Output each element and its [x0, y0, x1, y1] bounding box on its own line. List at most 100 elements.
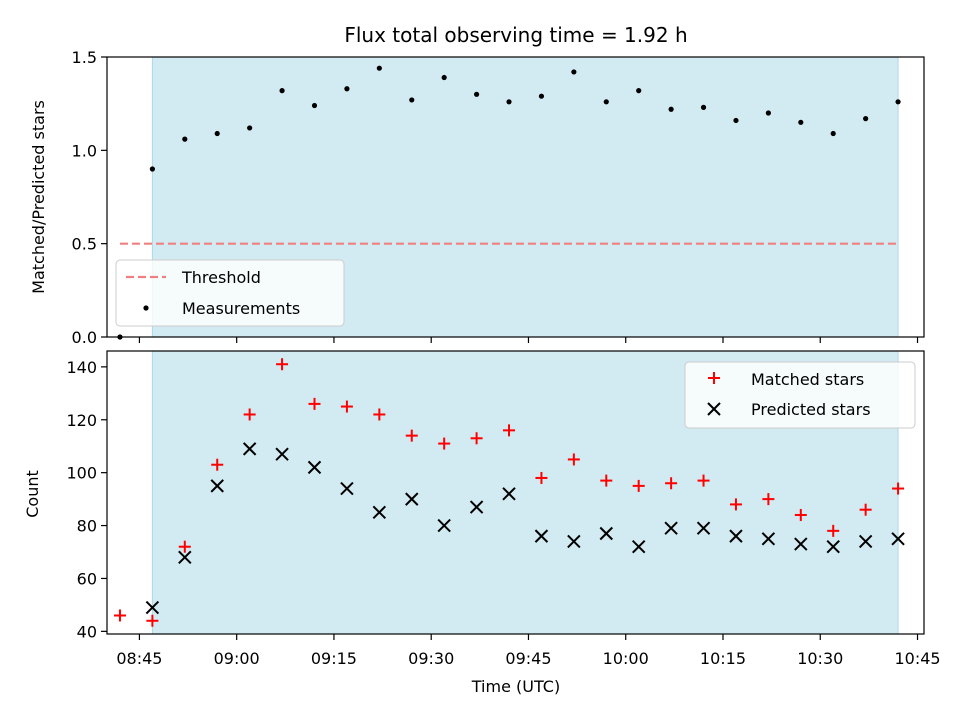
matched-star-point	[762, 493, 775, 506]
matched-star-point	[827, 524, 840, 537]
matched-star-point	[535, 471, 548, 484]
legend-measurements-swatch	[143, 305, 149, 311]
bottom-y-tick-label: 100	[66, 464, 97, 483]
measurement-point	[636, 88, 642, 94]
predicted-star-point	[534, 529, 549, 543]
matched-star-point	[892, 482, 905, 495]
top-y-tick-label: 0.5	[72, 235, 97, 254]
top-y-axis-label: Matched/Predicted stars	[29, 100, 48, 294]
matched-star-point	[438, 437, 451, 450]
predicted-star-point	[567, 534, 581, 549]
legend-measurements-label: Measurements	[182, 299, 300, 318]
matched-star-point	[113, 609, 126, 622]
predicted-star-point	[631, 540, 646, 554]
matched-star-point	[503, 424, 516, 437]
measurement-point	[733, 117, 739, 124]
measurement-point	[603, 99, 609, 105]
predicted-star-point	[437, 518, 451, 533]
x-tick-label: 08:45	[116, 649, 162, 668]
predicted-star-point	[729, 529, 743, 543]
matched-star-point	[243, 408, 256, 421]
measurement-point	[668, 106, 674, 112]
legend-predicted-swatch	[707, 402, 721, 416]
measurement-point	[798, 119, 804, 125]
measurement-point	[700, 104, 707, 110]
chart-title: Flux total observing time = 1.92 h	[344, 23, 687, 47]
matched-star-point	[308, 397, 321, 410]
predicted-star-point	[340, 481, 354, 496]
bottom-y-axis-label: Count	[23, 470, 42, 518]
matched-star-point	[405, 429, 418, 442]
bottom-legend-frame	[684, 361, 916, 429]
top-y-tick-label: 0.0	[72, 328, 97, 347]
predicted-star-point	[891, 532, 905, 546]
matched-star-point	[697, 474, 710, 487]
predicted-star-point	[469, 500, 484, 514]
top-axes-frame	[106, 56, 925, 338]
predicted-star-point	[372, 505, 387, 520]
x-tick-label: 09:30	[408, 649, 454, 668]
measurement-point	[830, 130, 836, 137]
predicted-star-point	[599, 526, 613, 541]
predicted-star-point	[405, 492, 419, 506]
predicted-star-point	[210, 479, 224, 493]
bottom-y-tick-label: 120	[66, 411, 97, 430]
matched-star-point	[470, 432, 483, 445]
predicted-star-point	[761, 532, 776, 546]
matched-star-point	[567, 453, 580, 466]
bottom-axes-frame	[106, 350, 925, 635]
matched-star-point	[276, 358, 289, 371]
predicted-star-point	[502, 487, 516, 501]
x-tick-label: 09:00	[214, 649, 260, 668]
measurement-point	[279, 88, 285, 94]
legend-predicted-label: Predicted stars	[751, 400, 871, 419]
bottom-panel: 40 60 80 100 120 140 08:45 09:00 09:15 09:30 09:45…	[23, 350, 941, 696]
predicted-star-point	[664, 521, 678, 535]
measurement-point	[571, 69, 577, 75]
matched-star-point	[600, 474, 613, 487]
measurement-point	[409, 97, 415, 103]
predicted-star-point	[242, 442, 257, 456]
measurement-point	[863, 116, 869, 122]
measurement-point	[311, 102, 318, 109]
matched-star-point	[178, 540, 191, 553]
bottom-y-tick-label: 140	[66, 358, 97, 377]
predicted-star-point	[178, 550, 192, 565]
measurement-point	[441, 74, 447, 81]
measurement-point	[506, 99, 512, 105]
matched-star-point	[859, 503, 872, 516]
bottom-y-tick-label: 40	[77, 622, 97, 641]
matched-star-point	[729, 498, 742, 511]
measurement-point	[895, 99, 901, 105]
top-y-tick-label: 1.0	[72, 141, 97, 160]
x-tick-label: 10:15	[700, 649, 746, 668]
measurement-point	[376, 65, 382, 71]
measurement-point	[765, 110, 771, 116]
top-y-tick-label: 1.5	[72, 48, 97, 67]
x-tick-label: 09:15	[311, 649, 357, 668]
matched-star-point	[373, 408, 386, 421]
predicted-star-point	[696, 521, 711, 535]
top-legend: Threshold Measurements	[115, 259, 345, 327]
measurement-point	[538, 93, 545, 99]
predicted-star-point	[307, 460, 322, 475]
legend-matched-swatch	[708, 372, 720, 384]
legend-threshold-label: Threshold	[181, 268, 261, 287]
top-panel: 0.0 0.5 1.0 1.5 Flux total observing time =…	[29, 23, 925, 347]
matched-star-point	[665, 477, 678, 490]
predicted-star-point	[794, 537, 808, 551]
measurement-point	[247, 125, 253, 131]
measurement-point	[182, 136, 188, 142]
legend-matched-label: Matched stars	[751, 370, 864, 389]
predicted-star-point	[826, 540, 840, 554]
bottom-y-tick-label: 80	[77, 517, 97, 536]
matched-star-point	[340, 400, 353, 413]
matched-star-point	[632, 479, 645, 492]
x-tick-label: 09:45	[505, 649, 551, 668]
measurement-point	[473, 91, 480, 97]
x-tick-label: 10:30	[797, 649, 843, 668]
matched-star-point	[211, 458, 224, 471]
x-axis-label: Time (UTC)	[471, 677, 560, 696]
matched-star-point	[146, 614, 159, 627]
